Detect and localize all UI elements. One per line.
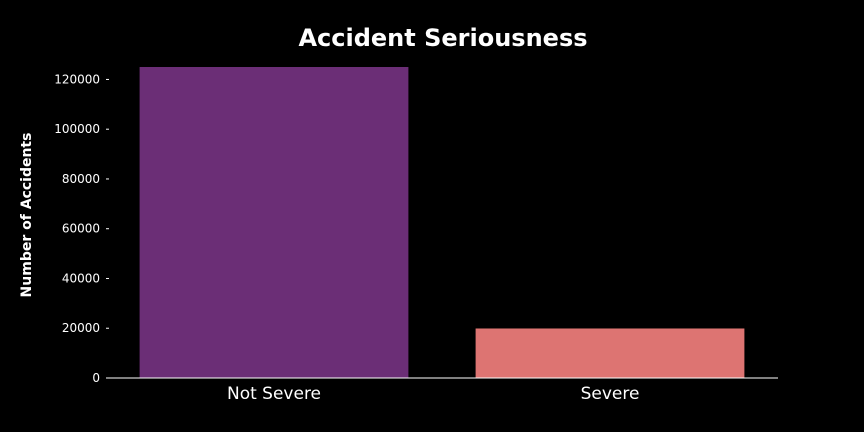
y-axis-label: Number of Accidents	[19, 133, 35, 298]
bars-group	[139, 67, 745, 378]
y-tick-label: 120000	[54, 72, 100, 86]
x-tick-label: Severe	[581, 384, 640, 404]
y-tick-label: 0	[92, 371, 100, 385]
y-tick-label: 80000	[62, 172, 100, 186]
x-axis: Not Severe Severe	[227, 384, 639, 404]
y-tick-label: 60000	[62, 222, 100, 236]
y-tick-label: 40000	[62, 271, 100, 285]
x-tick-label: Not Severe	[227, 384, 321, 404]
bar-severe	[475, 328, 745, 378]
y-tick-label: 100000	[54, 122, 100, 136]
y-axis: 0 20000 40000 60000 80000 100000 120000	[54, 72, 109, 385]
chart-title: Accident Seriousness	[298, 24, 587, 52]
bar-not-severe	[139, 67, 409, 378]
y-tick-label: 20000	[62, 321, 100, 335]
